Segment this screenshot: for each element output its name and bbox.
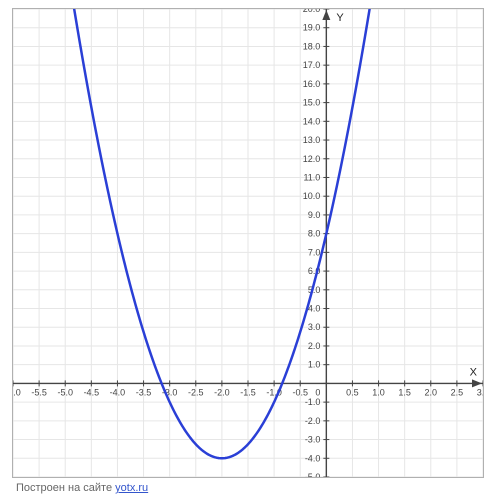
svg-text:10.0: 10.0 xyxy=(303,191,321,201)
svg-text:-1.0: -1.0 xyxy=(305,397,321,407)
svg-text:12.0: 12.0 xyxy=(303,154,321,164)
svg-text:8.0: 8.0 xyxy=(308,229,321,239)
svg-text:4.0: 4.0 xyxy=(308,304,321,314)
svg-text:1.5: 1.5 xyxy=(398,387,411,397)
svg-text:14.0: 14.0 xyxy=(303,116,321,126)
svg-text:0: 0 xyxy=(315,387,320,397)
chart-container: -6.0 -5.5 -5.0 -4.5 -4.0 -3.5 -3.0 -2.5 -2.0 -1.5… xyxy=(0,0,500,502)
svg-text:-4.0: -4.0 xyxy=(110,387,126,397)
svg-text:20.0: 20.0 xyxy=(303,9,321,14)
plot-area: -6.0 -5.5 -5.0 -4.5 -4.0 -3.5 -3.0 -2.5 -2.0 -1.5… xyxy=(12,8,484,478)
svg-text:16.0: 16.0 xyxy=(303,79,321,89)
svg-text:7.0: 7.0 xyxy=(308,247,321,257)
svg-text:-5.0: -5.0 xyxy=(57,387,73,397)
svg-text:-5.5: -5.5 xyxy=(31,387,47,397)
svg-text:11.0: 11.0 xyxy=(303,172,320,182)
svg-text:-2.0: -2.0 xyxy=(214,387,230,397)
attribution-footer: Построен на сайте yotx.ru xyxy=(16,482,148,494)
attribution-text: Построен на сайте xyxy=(16,482,115,494)
svg-text:-2.5: -2.5 xyxy=(188,387,204,397)
svg-text:18.0: 18.0 xyxy=(303,41,321,51)
svg-text:17.0: 17.0 xyxy=(303,60,321,70)
svg-text:1.0: 1.0 xyxy=(372,387,385,397)
y-axis-label: Y xyxy=(336,12,344,24)
svg-text:0.5: 0.5 xyxy=(346,387,359,397)
svg-text:15.0: 15.0 xyxy=(303,98,321,108)
svg-text:9.0: 9.0 xyxy=(308,210,321,220)
svg-text:3.0: 3.0 xyxy=(477,387,483,397)
svg-text:13.0: 13.0 xyxy=(303,135,321,145)
svg-text:-1.5: -1.5 xyxy=(240,387,256,397)
svg-text:-2.0: -2.0 xyxy=(305,416,321,426)
chart-svg: -6.0 -5.5 -5.0 -4.5 -4.0 -3.5 -3.0 -2.5 -2.0 -1.5… xyxy=(13,9,483,477)
svg-text:-4.5: -4.5 xyxy=(84,387,100,397)
svg-text:-5.0: -5.0 xyxy=(305,472,321,477)
svg-text:2.0: 2.0 xyxy=(308,341,321,351)
svg-text:2.5: 2.5 xyxy=(451,387,464,397)
svg-text:1.0: 1.0 xyxy=(308,360,321,370)
svg-text:19.0: 19.0 xyxy=(303,23,321,33)
attribution-link[interactable]: yotx.ru xyxy=(115,482,148,494)
svg-text:-0.5: -0.5 xyxy=(292,387,308,397)
svg-text:3.0: 3.0 xyxy=(308,322,321,332)
svg-text:-4.0: -4.0 xyxy=(305,453,321,463)
svg-text:-6.0: -6.0 xyxy=(13,387,21,397)
svg-text:2.0: 2.0 xyxy=(425,387,438,397)
x-axis-label: X xyxy=(470,366,478,378)
svg-text:-3.5: -3.5 xyxy=(136,387,152,397)
svg-text:-3.0: -3.0 xyxy=(305,435,321,445)
